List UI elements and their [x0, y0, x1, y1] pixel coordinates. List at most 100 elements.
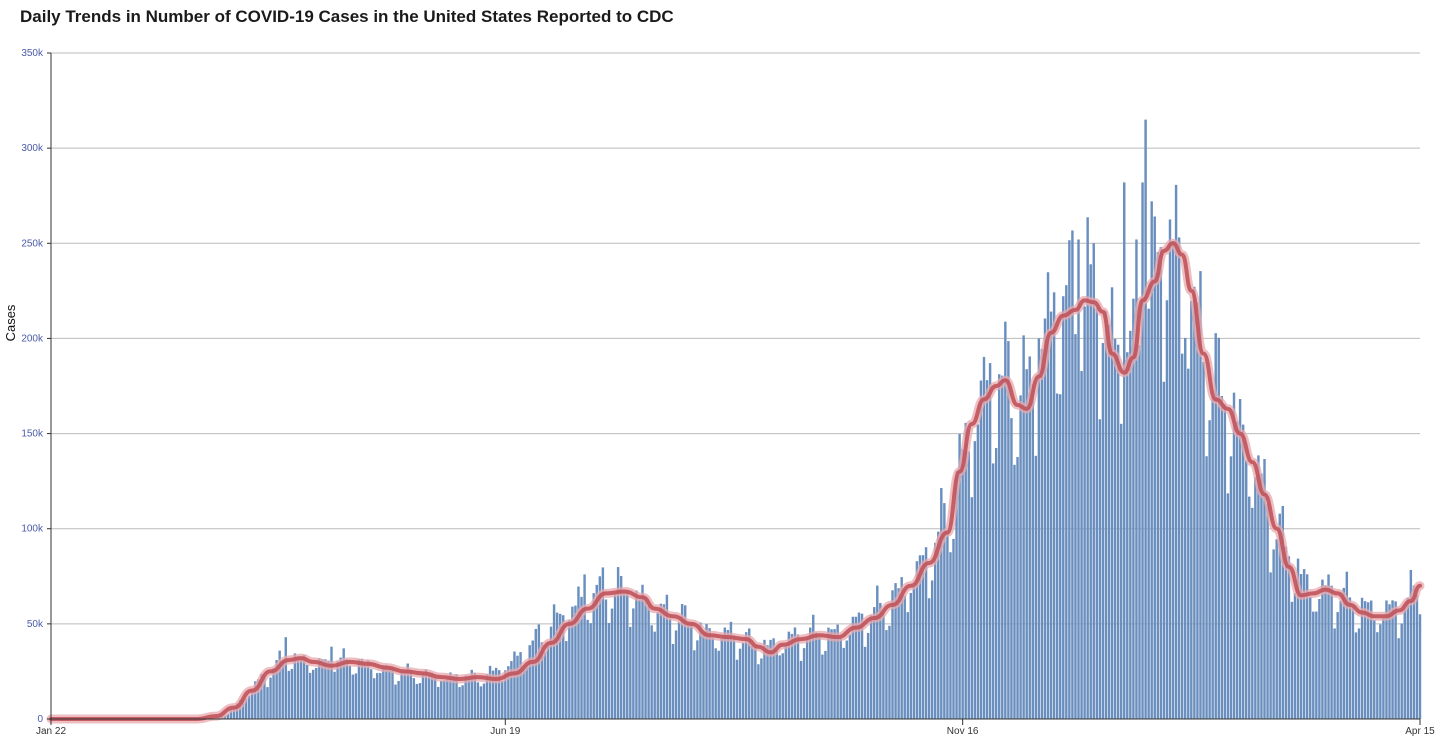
daily-case-bar: [397, 680, 400, 719]
daily-case-bar: [720, 639, 723, 719]
daily-case-bar: [589, 623, 592, 719]
daily-case-bar: [351, 674, 355, 719]
daily-case-bar: [821, 654, 824, 719]
daily-case-bar: [382, 665, 385, 719]
daily-case-bar: [751, 645, 754, 719]
daily-case-bar: [470, 669, 473, 719]
daily-case-bar: [1162, 381, 1166, 719]
daily-case-bar: [1373, 620, 1376, 719]
daily-case-bar: [1177, 237, 1181, 719]
daily-case-bar: [558, 613, 562, 719]
daily-case-bar: [241, 699, 245, 719]
daily-case-bar: [851, 616, 855, 719]
daily-case-bar: [1388, 604, 1391, 719]
daily-case-bar: [659, 603, 663, 719]
daily-case-bar: [394, 684, 397, 719]
daily-case-bar: [1052, 292, 1056, 719]
daily-case-bar: [528, 645, 531, 719]
daily-case-bar: [577, 586, 580, 719]
daily-case-bar: [260, 673, 263, 719]
daily-case-bar: [1302, 569, 1306, 719]
daily-case-bar: [299, 658, 303, 719]
axes: 0 50k 100k 150k 200k 250k 300k 350k Jan 22 Jun 19…: [21, 48, 1435, 737]
daily-case-bar: [519, 652, 522, 719]
daily-case-bar: [790, 633, 794, 719]
daily-case-bar: [571, 606, 574, 719]
daily-case-bar: [562, 615, 565, 719]
daily-case-bar: [546, 642, 550, 719]
daily-case-bar: [903, 595, 906, 719]
daily-case-bar: [1251, 507, 1254, 719]
daily-case-bar: [494, 667, 498, 719]
daily-case-bar: [1098, 419, 1102, 719]
daily-case-bar: [1058, 394, 1062, 719]
daily-case-bar: [1110, 287, 1114, 719]
daily-case-bar: [409, 669, 413, 719]
daily-case-bar: [1107, 324, 1111, 719]
daily-case-bar: [857, 612, 861, 719]
daily-case-bar: [1013, 464, 1016, 719]
daily-case-bar: [1241, 424, 1245, 719]
x-tick-label: Nov 16: [947, 726, 979, 737]
daily-case-bar: [967, 451, 970, 719]
daily-case-bar: [1223, 403, 1227, 719]
daily-case-bar: [1217, 337, 1220, 719]
daily-case-bar: [458, 687, 461, 719]
daily-case-bar: [1357, 628, 1361, 719]
daily-case-bar: [775, 648, 778, 719]
daily-case-bar: [339, 657, 342, 719]
daily-case-bar: [525, 665, 528, 719]
daily-case-bar: [366, 660, 370, 719]
daily-case-bar: [388, 667, 391, 719]
daily-case-bar: [534, 628, 538, 719]
daily-case-bar: [281, 660, 284, 719]
daily-case-bar: [894, 583, 897, 719]
daily-case-bar: [1321, 579, 1324, 719]
daily-case-bar: [598, 576, 602, 719]
daily-case-bar: [540, 642, 544, 719]
daily-case-bar: [1214, 333, 1217, 719]
daily-case-bar: [574, 605, 577, 719]
daily-case-bar: [305, 665, 309, 719]
daily-case-bar: [275, 660, 278, 719]
daily-case-bar: [1168, 219, 1172, 719]
daily-case-bar: [970, 497, 974, 719]
daily-case-bar: [1418, 614, 1422, 719]
daily-case-bar: [1180, 353, 1184, 719]
daily-case-bar: [1101, 343, 1105, 719]
daily-case-bar: [412, 678, 416, 719]
daily-case-bar: [729, 621, 733, 719]
daily-case-bar: [741, 642, 745, 719]
daily-case-bar: [1065, 285, 1068, 719]
daily-case-bar: [693, 650, 696, 719]
daily-case-bar: [998, 374, 1001, 719]
y-tick-label: 50k: [27, 619, 44, 630]
daily-case-bar: [787, 631, 791, 719]
daily-case-bar: [1046, 272, 1050, 719]
daily-case-bar: [455, 674, 458, 719]
daily-case-bar: [805, 637, 809, 719]
daily-case-bar: [424, 669, 428, 719]
daily-case-bar: [1336, 612, 1339, 719]
daily-case-bar: [705, 624, 708, 719]
daily-case-bar: [1153, 216, 1156, 720]
y-tick-label: 250k: [21, 238, 44, 249]
daily-case-bar: [647, 605, 650, 719]
daily-case-bar: [766, 645, 769, 719]
daily-case-bar: [1305, 574, 1309, 719]
daily-case-bar: [1007, 341, 1010, 719]
daily-case-bar: [769, 639, 772, 719]
daily-case-bar: [293, 653, 297, 719]
daily-case-bar: [854, 616, 858, 719]
daily-case-bar: [982, 356, 986, 719]
daily-case-bar: [622, 590, 626, 719]
daily-case-bar: [430, 672, 434, 719]
daily-case-bar: [638, 599, 641, 719]
daily-case-bar: [674, 630, 678, 719]
daily-case-bar: [1391, 600, 1394, 719]
daily-case-bar: [244, 698, 248, 719]
daily-case-bar: [385, 665, 388, 719]
daily-case-bar: [507, 666, 510, 719]
daily-case-bar: [415, 683, 419, 719]
daily-case-bar: [311, 669, 315, 719]
